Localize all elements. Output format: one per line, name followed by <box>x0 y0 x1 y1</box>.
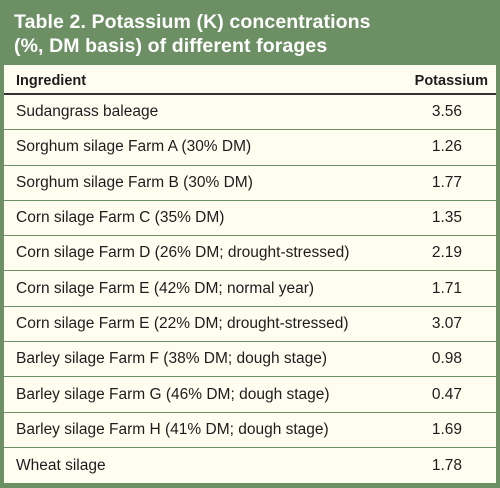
column-header-ingredient: Ingredient <box>16 73 87 89</box>
table-row: Sorghum silage Farm A (30% DM) 1.26 <box>4 130 496 166</box>
table-row: Corn silage Farm C (35% DM) 1.35 <box>4 201 496 237</box>
ingredient-cell: Sorghum silage Farm B (30% DM) <box>16 173 253 191</box>
table-title-line-2: (%, DM basis) of different forages <box>14 35 328 57</box>
ingredient-cell: Corn silage Farm E (22% DM; drought-stre… <box>16 314 349 332</box>
table-row: Wheat silage 1.78 <box>4 448 496 483</box>
potassium-cell: 1.69 <box>431 420 462 438</box>
table-row: Barley silage Farm H (41% DM; dough stag… <box>4 413 496 448</box>
ingredient-cell: Barley silage Farm F (38% DM; dough stag… <box>16 350 327 368</box>
potassium-cell: 0.98 <box>431 350 462 368</box>
ingredient-cell: Sudangrass baleage <box>16 103 159 121</box>
potassium-cell: 2.19 <box>431 244 462 262</box>
potassium-cell: 1.78 <box>431 456 462 474</box>
potassium-cell: 0.47 <box>431 385 462 403</box>
ingredient-cell: Corn silage Farm C (35% DM) <box>16 209 225 227</box>
potassium-cell: 1.71 <box>431 279 462 297</box>
table-title-line-1: Table 2. Potassium (K) concentrations <box>14 11 371 33</box>
ingredient-cell: Barley silage Farm G (46% DM; dough stag… <box>16 385 330 403</box>
column-header-potassium: Potassium <box>414 73 488 89</box>
table-row: Corn silage Farm E (22% DM; drought-stre… <box>4 307 496 343</box>
table-row: Sorghum silage Farm B (30% DM) 1.77 <box>4 166 496 201</box>
table-row: Barley silage Farm F (38% DM; dough stag… <box>4 342 496 378</box>
table-row: Corn silage Farm E (42% DM; normal year)… <box>4 271 496 307</box>
potassium-cell: 1.77 <box>431 173 462 191</box>
table-row: Sudangrass baleage 3.56 <box>4 95 496 131</box>
table-title: Table 2. Potassium (K) concentrations (%… <box>4 3 496 65</box>
potassium-cell: 1.35 <box>431 209 462 227</box>
ingredient-cell: Corn silage Farm E (42% DM; normal year) <box>16 279 315 297</box>
ingredient-cell: Sorghum silage Farm A (30% DM) <box>16 138 252 156</box>
table-row: Corn silage Farm D (26% DM; drought-stre… <box>4 236 496 272</box>
ingredient-cell: Barley silage Farm H (41% DM; dough stag… <box>16 420 329 438</box>
potassium-cell: 3.56 <box>431 103 462 121</box>
data-table: Ingredient Potassium Sudangrass baleage … <box>4 65 496 483</box>
potassium-cell: 1.26 <box>431 138 462 156</box>
ingredient-cell: Wheat silage <box>16 456 106 474</box>
ingredient-cell: Corn silage Farm D (26% DM; drought-stre… <box>16 244 350 262</box>
table-body: Sudangrass baleage 3.56 Sorghum silage F… <box>4 95 496 483</box>
potassium-cell: 3.07 <box>431 314 462 332</box>
table-row: Barley silage Farm G (46% DM; dough stag… <box>4 377 496 413</box>
table-header-row: Ingredient Potassium <box>4 69 496 95</box>
